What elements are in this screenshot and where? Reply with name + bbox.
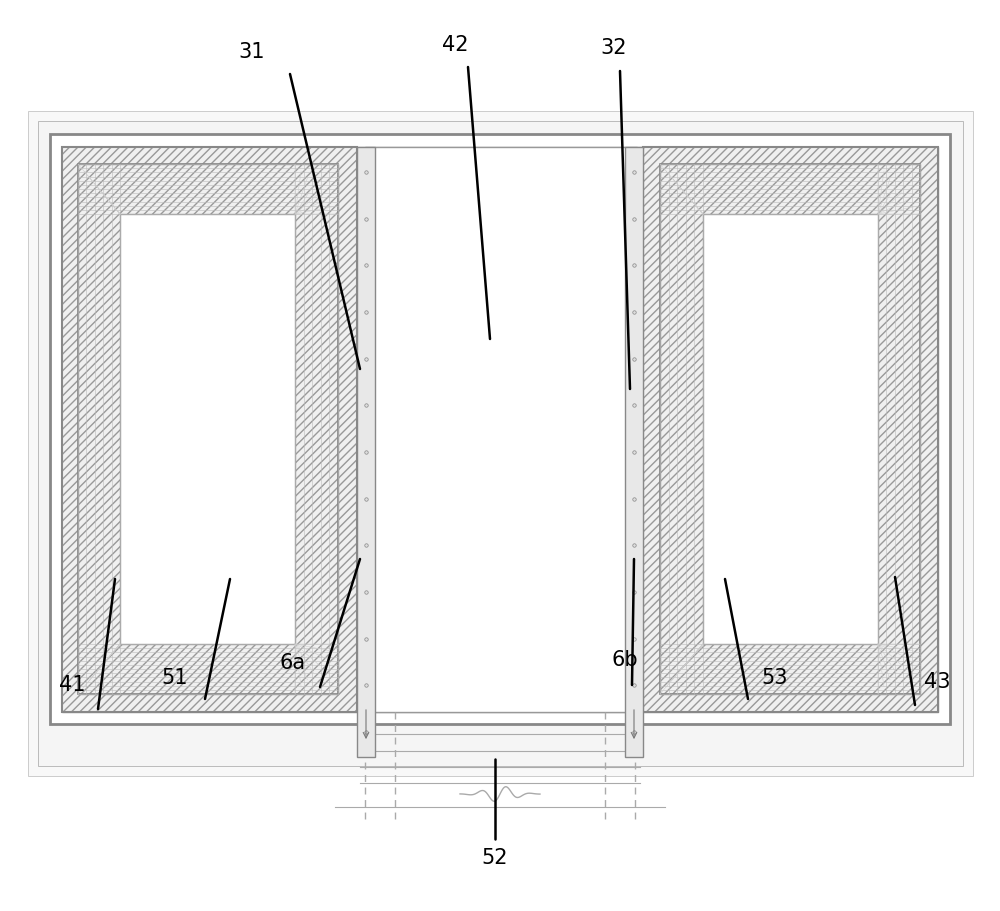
Bar — [120, 215, 295, 644]
Text: 6a: 6a — [280, 652, 306, 672]
Text: 43: 43 — [924, 671, 950, 691]
Bar — [28, 112, 973, 776]
Text: 6b: 6b — [612, 650, 638, 670]
Bar — [660, 165, 920, 694]
Bar — [703, 215, 878, 644]
Bar — [643, 148, 938, 712]
Bar — [643, 148, 938, 712]
Text: 31: 31 — [239, 42, 265, 62]
Text: 42: 42 — [442, 35, 468, 55]
Text: 32: 32 — [601, 38, 627, 58]
Bar — [62, 148, 938, 712]
Text: 41: 41 — [59, 674, 85, 694]
Text: 51: 51 — [162, 667, 188, 687]
Bar — [62, 148, 357, 712]
Bar — [78, 165, 338, 694]
Bar — [365, 148, 637, 712]
Bar — [62, 148, 938, 712]
Bar — [50, 135, 950, 724]
Bar — [78, 165, 338, 694]
Bar — [62, 148, 357, 712]
Bar — [625, 148, 643, 757]
Bar — [357, 148, 375, 757]
Bar — [38, 122, 963, 766]
Bar — [660, 165, 920, 694]
Text: 52: 52 — [482, 847, 508, 867]
Text: 53: 53 — [762, 667, 788, 687]
